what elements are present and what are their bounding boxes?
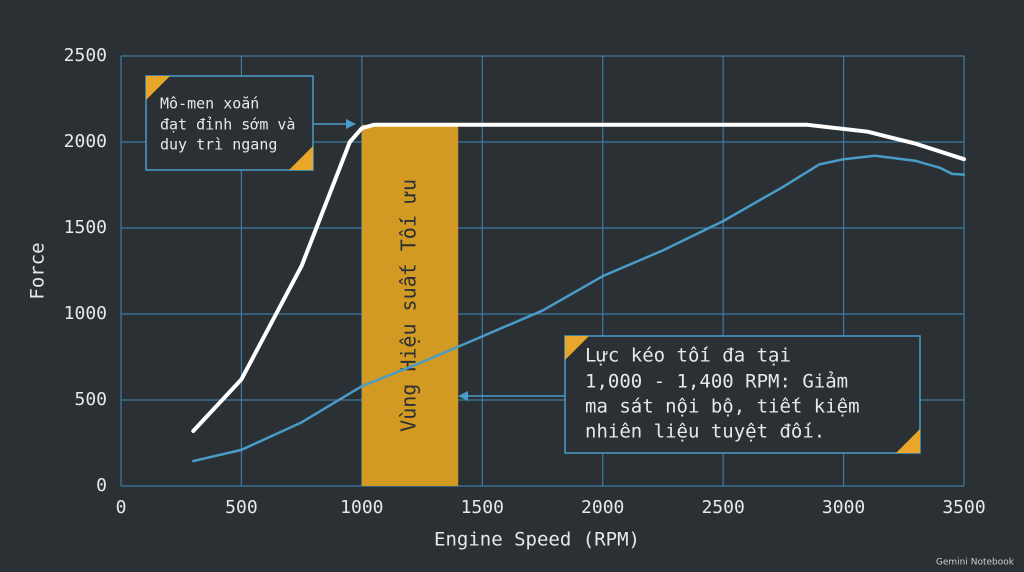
- series-line: [191, 122, 966, 433]
- corner: [896, 429, 920, 453]
- band-label: Vùng Hiệu suất Tối ưu: [397, 179, 421, 432]
- arrow-head: [346, 119, 356, 129]
- y-tick-label: 0: [96, 475, 107, 496]
- y-axis-label: Force: [27, 242, 49, 299]
- y-tick-label: 2500: [64, 45, 107, 66]
- callout-text: duy trì ngang: [160, 136, 277, 154]
- callout-text: đạt đỉnh sớm và: [160, 116, 295, 134]
- series-line: [192, 154, 966, 463]
- x-tick-label: 2000: [581, 497, 624, 518]
- x-tick-label: 2500: [701, 497, 744, 518]
- callout-text: nhiên liệu tuyệt đối.: [585, 421, 825, 443]
- callout-text: Lực kéo tối đa tại: [585, 345, 791, 367]
- callout-box: [145, 75, 314, 171]
- x-tick-label: 500: [225, 497, 258, 518]
- arrow-head: [458, 391, 468, 401]
- callout-box: [564, 335, 921, 454]
- x-tick-label: 3500: [942, 497, 985, 518]
- callout-text: Mô-men xoắn: [160, 95, 259, 113]
- watermark: Gemini Notebook: [936, 558, 1015, 568]
- corner: [565, 336, 589, 360]
- x-tick-label: 0: [116, 497, 127, 518]
- band-layer: Vùng Hiệu suất Tối ưu: [361, 124, 459, 487]
- callout-1: Mô-men xoắn đạt đỉnh sớm và duy trì ngan…: [145, 75, 356, 171]
- corner: [146, 76, 170, 100]
- y-tick-label: 1000: [64, 303, 107, 324]
- y-tick-label: 1500: [64, 217, 107, 238]
- lines-layer: [191, 122, 966, 463]
- corner: [289, 146, 313, 170]
- y-tick-label: 2000: [64, 131, 107, 152]
- callout-text: ma sát nội bộ, tiết kiệm: [585, 396, 860, 418]
- callout-2: Lực kéo tối đa tại 1,000 - 1,400 RPM: Gi…: [458, 335, 921, 454]
- callout-text: 1,000 - 1,400 RPM: Giảm: [585, 371, 848, 393]
- x-tick-label: 3000: [822, 497, 865, 518]
- optimal-band: [361, 124, 459, 487]
- y-tick-label: 500: [74, 389, 107, 410]
- x-tick-label: 1500: [461, 497, 504, 518]
- x-tick-label: 1000: [340, 497, 383, 518]
- labels-layer: 0 500 1000 1500 2000 2500 0 500 1000 1500 2000 2500…: [64, 45, 986, 518]
- x-axis-label: Engine Speed (RPM): [434, 529, 640, 551]
